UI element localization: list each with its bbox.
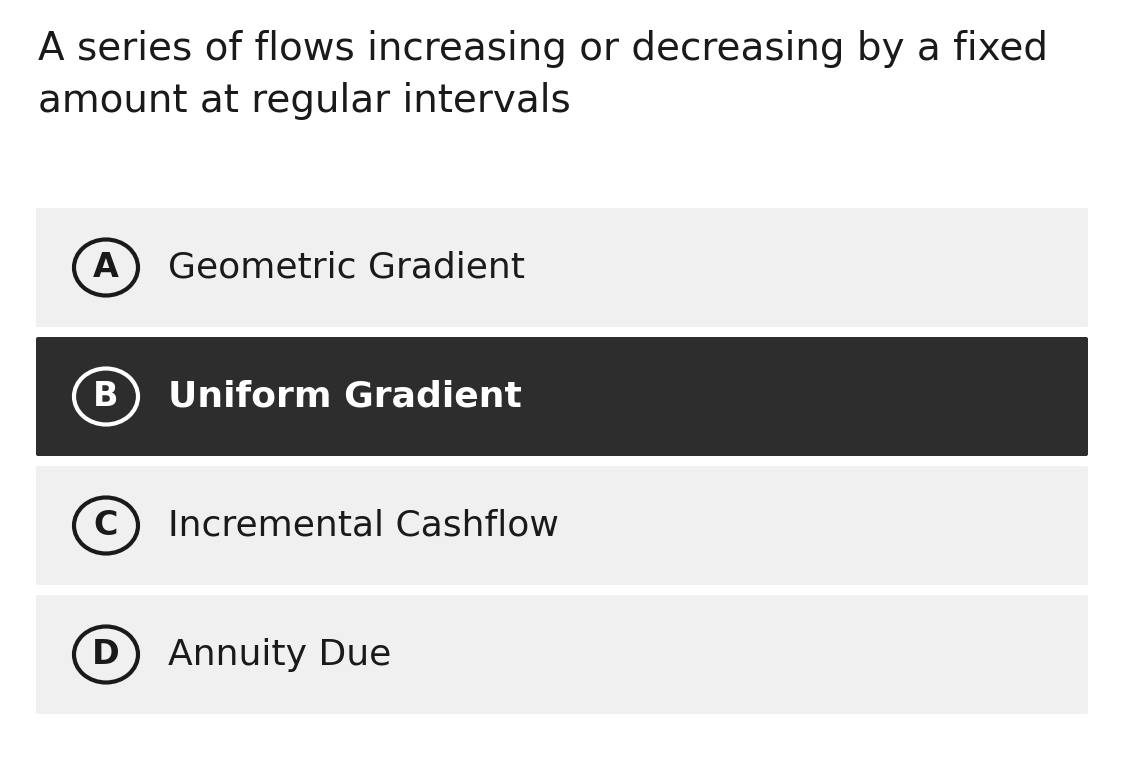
Text: Annuity Due: Annuity Due (167, 637, 391, 672)
Text: C: C (93, 509, 118, 542)
FancyBboxPatch shape (36, 595, 1088, 714)
Text: A series of flows increasing or decreasing by a fixed: A series of flows increasing or decreasi… (38, 30, 1048, 68)
Text: Uniform Gradient: Uniform Gradient (167, 380, 522, 413)
FancyBboxPatch shape (36, 208, 1088, 327)
FancyBboxPatch shape (36, 466, 1088, 585)
Text: Incremental Cashflow: Incremental Cashflow (167, 508, 559, 543)
FancyBboxPatch shape (36, 337, 1088, 456)
Text: A: A (93, 251, 119, 284)
Text: amount at regular intervals: amount at regular intervals (38, 82, 571, 120)
Text: Geometric Gradient: Geometric Gradient (167, 251, 525, 284)
Text: D: D (92, 638, 120, 671)
Text: B: B (93, 380, 119, 413)
